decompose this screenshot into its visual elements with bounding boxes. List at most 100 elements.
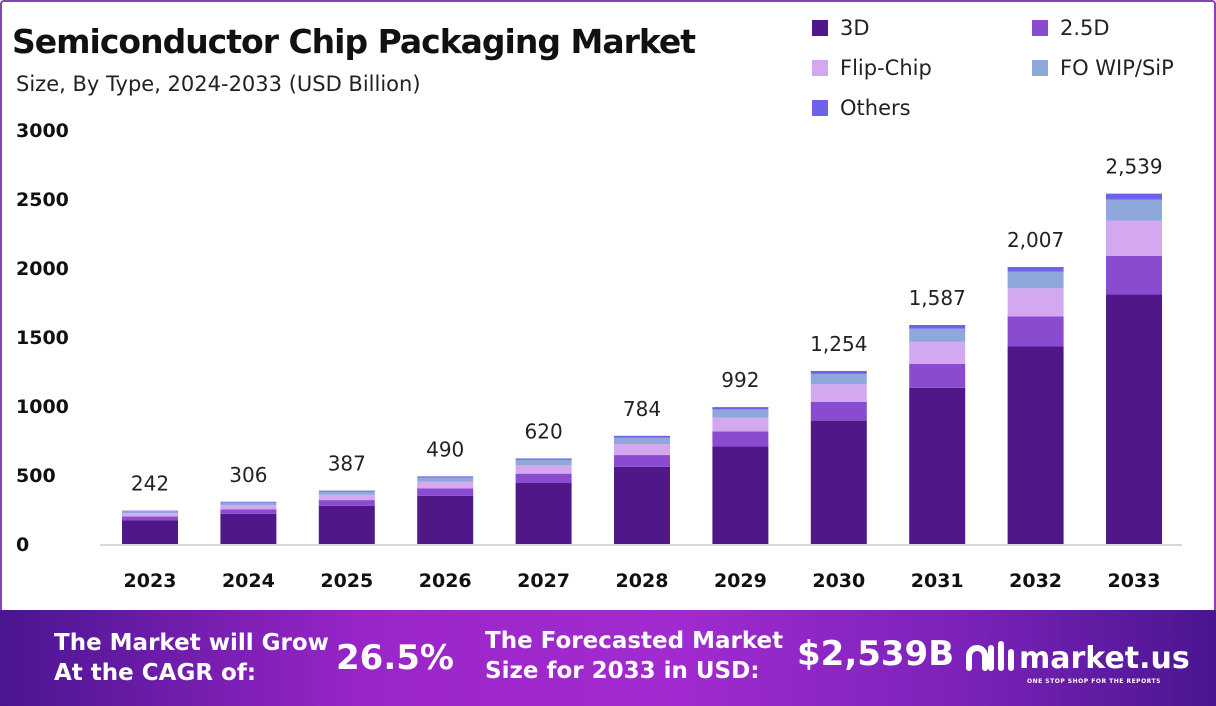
market-us-logo: market.us ONE STOP SHOP FOR THE REPORTS: [965, 638, 1190, 685]
logo-icon: [966, 641, 1014, 671]
legend-label: Flip-Chip: [840, 56, 932, 80]
bar-segment-others: [220, 501, 277, 503]
bar-segment-others: [614, 435, 670, 438]
bar-segment-flip-chip: [712, 417, 769, 432]
chart-subtitle: Size, By Type, 2024-2033 (USD Billion): [16, 72, 421, 96]
total-label: 620: [525, 419, 563, 443]
cagr-label-line2: At the CAGR of:: [54, 660, 257, 686]
forecast-label-line2: Size for 2033 in USD:: [485, 658, 760, 684]
bar-segment-fo-wip-sip: [1007, 271, 1064, 289]
bar-segment-fo-wip-sip: [417, 477, 474, 482]
bar-segment-flip-chip: [122, 513, 178, 517]
cagr-value: 26.5%: [336, 638, 454, 678]
stacked-bar-chart: 0 500 1000 1500 2000 2500 3000 242 2023 306 2024 38…: [16, 120, 1182, 592]
bar-segment-2-5d: [515, 473, 572, 483]
bar-segment-3d: [712, 446, 769, 544]
logo-name: market.us: [1019, 640, 1190, 676]
bar-segment-3d: [220, 513, 277, 544]
bar-segment-flip-chip: [220, 505, 277, 510]
legend-label: Others: [840, 96, 911, 120]
x-tick-label: 2026: [419, 570, 472, 592]
y-tick-label: 1500: [16, 327, 69, 349]
x-tick-label: 2025: [320, 570, 373, 592]
bar-segment-3d: [318, 505, 375, 544]
bar-segment-others: [810, 370, 867, 374]
bar-segment-fo-wip-sip: [909, 328, 966, 342]
total-label: 784: [623, 397, 661, 421]
x-tick-label: 2033: [1108, 570, 1161, 592]
y-tick-label: 0: [16, 534, 29, 556]
bar-segment-2-5d: [318, 500, 375, 506]
bar-segment-2-5d: [1007, 316, 1064, 347]
total-label: 242: [131, 472, 169, 496]
bar-segment-3d: [417, 495, 474, 544]
y-tick-label: 2500: [16, 189, 69, 211]
total-label: 306: [229, 463, 267, 487]
cagr-label: The Market will Grow At the CAGR of:: [54, 628, 329, 688]
x-tick-label: 2031: [911, 570, 964, 592]
legend-item-3d: 3D: [812, 16, 870, 40]
x-tick-label: 2023: [124, 570, 177, 592]
bar-segment-2-5d: [712, 431, 769, 447]
legend-swatch: [1032, 60, 1048, 76]
logo-tagline: ONE STOP SHOP FOR THE REPORTS: [1027, 678, 1161, 685]
bar-segment-fo-wip-sip: [220, 502, 277, 506]
forecast-value: $2,539B: [797, 634, 955, 674]
legend-item-flip-chip: Flip-Chip: [812, 56, 932, 80]
bar-segment-flip-chip: [614, 444, 670, 456]
forecast-label: The Forecasted Market Size for 2033 in U…: [485, 626, 783, 686]
bar-segment-fo-wip-sip: [712, 409, 769, 418]
total-label: 2,007: [1007, 228, 1064, 252]
bar-segment-fo-wip-sip: [614, 437, 670, 445]
bar-segment-others: [712, 407, 769, 410]
bar-segment-3d: [515, 482, 572, 544]
bar-segment-others: [909, 324, 966, 329]
legend-label: 2.5D: [1060, 16, 1110, 40]
legend-label: 3D: [840, 16, 870, 40]
total-label: 992: [721, 368, 759, 392]
bar-segment-others: [122, 510, 178, 512]
bar-segment-flip-chip: [1007, 288, 1064, 317]
bar-segment-flip-chip: [909, 341, 966, 364]
x-tick-label: 2029: [714, 570, 767, 592]
total-label: 1,254: [810, 332, 867, 356]
total-label: 490: [426, 437, 464, 461]
bar-segment-others: [417, 476, 474, 478]
legend-item-others: Others: [812, 96, 911, 120]
bar-segment-others: [515, 458, 572, 460]
legend-swatch: [1032, 20, 1048, 36]
bar-segment-3d: [1106, 294, 1162, 544]
total-label: 387: [328, 452, 366, 476]
bar-segment-2-5d: [909, 363, 966, 388]
cagr-label-line1: The Market will Grow: [54, 630, 329, 656]
legend-item-fo-wip-sip: FO WIP/SiP: [1032, 56, 1174, 80]
y-tick-label: 500: [16, 465, 56, 487]
legend: 3D 2.5D Flip-Chip FO WIP/SiP Others: [812, 12, 1212, 122]
bar-segment-2-5d: [810, 401, 867, 421]
bar-segment-flip-chip: [417, 481, 474, 489]
bar-segment-fo-wip-sip: [1106, 199, 1162, 221]
forecast-label-line1: The Forecasted Market: [485, 628, 784, 654]
legend-swatch: [812, 20, 828, 36]
bar-segment-3d: [909, 387, 966, 544]
legend-item-2-5d: 2.5D: [1032, 16, 1110, 40]
legend-swatch: [812, 60, 828, 76]
x-tick-label: 2024: [222, 570, 275, 592]
bar-segment-2-5d: [614, 455, 670, 467]
x-tick-label: 2027: [517, 570, 570, 592]
bar-segment-others: [318, 490, 375, 492]
bar-segment-2-5d: [122, 516, 178, 521]
bar-segment-3d: [122, 520, 178, 544]
bar-segment-flip-chip: [515, 465, 572, 474]
bar-segment-flip-chip: [1106, 220, 1162, 256]
x-tick-label: 2030: [812, 570, 865, 592]
total-label: 1,587: [909, 286, 966, 310]
bar-segment-others: [1106, 193, 1162, 200]
summary-banner: The Market will Grow At the CAGR of: 26.…: [0, 610, 1216, 706]
bar-segment-fo-wip-sip: [318, 491, 375, 495]
bar-segment-fo-wip-sip: [515, 459, 572, 466]
bar-segment-others: [1007, 267, 1064, 272]
bar-segment-3d: [614, 466, 670, 544]
x-tick-label: 2028: [616, 570, 669, 592]
bar-segment-2-5d: [1106, 255, 1162, 295]
